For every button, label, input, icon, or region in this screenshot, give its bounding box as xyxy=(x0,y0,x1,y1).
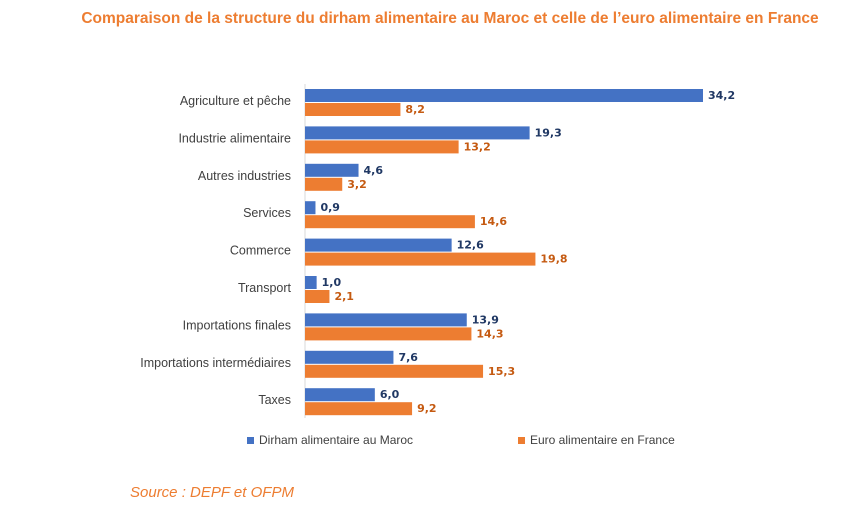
legend-swatch-france xyxy=(518,436,525,444)
bar-maroc xyxy=(305,276,317,289)
data-label-france: 3,2 xyxy=(347,178,367,191)
category-label: Autres industries xyxy=(198,169,291,183)
category-label: Importations finales xyxy=(183,318,291,332)
bar-france xyxy=(305,364,484,378)
data-label-france: 9,2 xyxy=(417,402,437,415)
data-label-maroc: 7,6 xyxy=(398,351,418,364)
data-label-france: 13,2 xyxy=(464,140,491,153)
data-label-france: 19,8 xyxy=(540,253,567,266)
bar-france xyxy=(305,215,475,229)
category-label: Agriculture et pêche xyxy=(180,94,291,108)
bar-france xyxy=(305,177,343,191)
category-label: Services xyxy=(243,206,291,220)
data-label-france: 14,3 xyxy=(476,327,503,340)
bar-france xyxy=(305,140,459,154)
data-label-maroc: 0,9 xyxy=(320,201,340,214)
chart-title: Comparaison de la structure du dirham al… xyxy=(81,10,819,27)
bar-france xyxy=(305,327,472,341)
legend-label-maroc: Dirham alimentaire au Maroc xyxy=(259,433,414,447)
bar-maroc xyxy=(305,163,359,177)
data-label-france: 14,6 xyxy=(480,215,507,228)
bar-maroc xyxy=(305,201,316,215)
category-label: Industrie alimentaire xyxy=(178,131,291,145)
category-label: Importations intermédiaires xyxy=(140,356,291,370)
bar-france xyxy=(305,103,401,116)
data-label-maroc: 6,0 xyxy=(380,388,400,401)
data-label-maroc: 34,2 xyxy=(708,89,735,102)
data-label-france: 8,2 xyxy=(405,103,425,116)
legend-item-maroc: Dirham alimentaire au Maroc xyxy=(247,433,413,447)
data-label-maroc: 4,6 xyxy=(364,164,384,177)
data-label-france: 2,1 xyxy=(334,290,354,303)
bar-maroc xyxy=(305,89,703,102)
bar-france xyxy=(305,252,536,266)
legend: Dirham alimentaire au Maroc Euro aliment… xyxy=(0,433,854,449)
bar-chart: Agriculture et pêche 34,2 8,2 Industrie ali… xyxy=(140,84,735,418)
legend-label-france: Euro alimentaire en France xyxy=(530,433,675,447)
bar-maroc xyxy=(305,350,394,364)
data-label-france: 15,3 xyxy=(488,365,515,378)
data-label-maroc: 19,3 xyxy=(535,126,562,139)
bar-maroc xyxy=(305,238,452,252)
bar-maroc xyxy=(305,313,467,327)
legend-item-france: Euro alimentaire en France xyxy=(518,433,675,447)
bar-maroc xyxy=(305,388,375,402)
source-note: Source : DEPF et OFPM xyxy=(130,484,294,501)
data-label-maroc: 12,6 xyxy=(457,239,484,252)
data-label-maroc: 1,0 xyxy=(322,276,342,289)
legend-swatch-maroc xyxy=(247,436,254,444)
category-label: Taxes xyxy=(258,393,291,407)
category-label: Commerce xyxy=(230,244,291,258)
data-label-maroc: 13,9 xyxy=(472,313,499,326)
bar-france xyxy=(305,290,330,303)
category-label: Transport xyxy=(238,281,292,295)
bar-france xyxy=(305,402,413,416)
bar-maroc xyxy=(305,126,530,140)
